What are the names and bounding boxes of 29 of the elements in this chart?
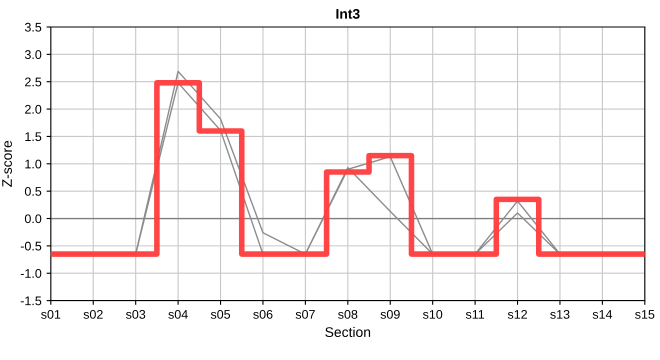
- x-tick-label: s03: [126, 310, 146, 319]
- y-tick-label: -0.5: [20, 242, 42, 251]
- x-tick-label: s01: [41, 310, 60, 319]
- x-tick-label: s08: [338, 310, 358, 319]
- y-tick-label: -1.5: [20, 296, 42, 306]
- y-tick-label: -1.0: [20, 269, 42, 278]
- x-tick-label: s14: [592, 310, 612, 319]
- x-tick-label: s13: [550, 310, 570, 319]
- x-tick-label: s07: [296, 310, 315, 319]
- y-tick-label: 3.0: [24, 50, 42, 60]
- y-tick-label: 3.5: [24, 22, 42, 32]
- y-tick-label: 0.5: [24, 186, 42, 196]
- x-tick-label: s09: [380, 310, 400, 319]
- y-tick-label: 1.5: [25, 132, 42, 142]
- y-axis-title: Z-score: [2, 140, 12, 187]
- y-tick-label: 0.0: [24, 214, 42, 224]
- x-axis-title: Section: [325, 326, 370, 338]
- y-tick-label: 1.0: [25, 160, 42, 168]
- chart-title: Int3: [336, 8, 360, 19]
- y-tick-label: 2.0: [25, 104, 42, 114]
- x-tick-label: s02: [84, 310, 103, 319]
- x-tick-label: s06: [253, 310, 272, 319]
- x-tick-label: s15: [635, 310, 654, 319]
- x-tick-label: s04: [168, 310, 188, 319]
- y-tick-label: 2.5: [25, 78, 42, 86]
- x-tick-label: s12: [508, 310, 527, 319]
- x-tick-label: s05: [210, 310, 230, 319]
- x-tick-label: s11: [466, 310, 484, 319]
- x-tick-label: s10: [422, 310, 442, 319]
